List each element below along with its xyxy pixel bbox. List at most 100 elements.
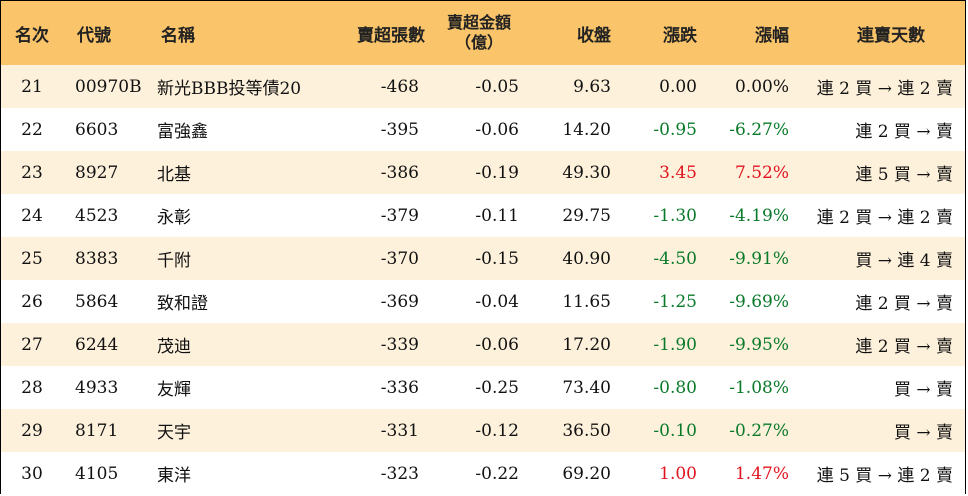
header-close: 收盤 <box>577 25 611 46</box>
cell-consecutive-days: 連 2 買 → 連 2 賣 <box>816 208 953 228</box>
cell-change: -0.10 <box>653 420 697 441</box>
cell-change-pct: -1.08% <box>729 377 789 398</box>
cell-close: 69.20 <box>562 463 611 484</box>
cell-change: -1.25 <box>653 291 697 312</box>
cell-code: 6244 <box>75 334 119 355</box>
cell-rank: 22 <box>21 119 43 140</box>
cell-change-pct: 0.00% <box>734 76 789 97</box>
cell-close: 14.20 <box>562 119 611 140</box>
cell-code: 6603 <box>75 119 119 140</box>
cell-consecutive-days: 連 5 買 → 連 2 賣 <box>816 466 953 486</box>
header-code: 代號 <box>77 25 111 46</box>
table-body: 21 00970B 新光BBB投等債20 -468 -0.05 9.63 0.00 0.00%… <box>1 65 965 495</box>
cell-change-pct: 7.52% <box>734 162 789 183</box>
cell-sell-amount: -0.06 <box>475 119 519 140</box>
cell-sell-volume: -468 <box>380 76 419 97</box>
cell-close: 9.63 <box>573 76 611 97</box>
header-change: 漲跌 <box>663 25 697 46</box>
cell-consecutive-days: 連 2 買 → 連 2 賣 <box>816 79 953 99</box>
cell-name: 千附 <box>157 251 191 271</box>
cell-consecutive-days: 連 2 買 → 賣 <box>855 337 953 357</box>
cell-change-pct: -4.19% <box>729 205 789 226</box>
table-row: 25 8383 千附 -370 -0.15 40.90 -4.50 -9.91% 買 → 連 4… <box>1 237 965 280</box>
cell-sell-amount: -0.15 <box>475 248 519 269</box>
cell-close: 29.75 <box>562 205 611 226</box>
cell-consecutive-days: 買 → 連 4 賣 <box>855 251 953 271</box>
table-row: 28 4933 友輝 -336 -0.25 73.40 -0.80 -1.08% 買 → 賣 <box>1 366 965 409</box>
cell-rank: 23 <box>21 162 43 183</box>
cell-change: -0.80 <box>653 377 697 398</box>
cell-rank: 25 <box>21 248 43 269</box>
cell-close: 73.40 <box>562 377 611 398</box>
cell-name: 北基 <box>157 165 191 185</box>
cell-close: 36.50 <box>562 420 611 441</box>
cell-sell-volume: -323 <box>380 463 419 484</box>
cell-rank: 30 <box>21 463 43 484</box>
cell-rank: 27 <box>21 334 43 355</box>
cell-sell-volume: -370 <box>380 248 419 269</box>
cell-code: 4933 <box>75 377 119 398</box>
cell-consecutive-days: 連 2 買 → 賣 <box>855 294 953 314</box>
cell-name: 東洋 <box>157 466 191 486</box>
cell-name: 致和證 <box>157 294 208 314</box>
cell-code: 4105 <box>75 463 119 484</box>
cell-rank: 24 <box>21 205 43 226</box>
table-row: 21 00970B 新光BBB投等債20 -468 -0.05 9.63 0.00 0.00%… <box>1 65 965 108</box>
cell-sell-volume: -331 <box>380 420 419 441</box>
cell-sell-amount: -0.06 <box>475 334 519 355</box>
header-change-pct: 漲幅 <box>755 25 789 46</box>
table-row: 23 8927 北基 -386 -0.19 49.30 3.45 7.52% 連 5 買 → 賣 <box>1 151 965 194</box>
cell-code: 8383 <box>75 248 119 269</box>
table-row: 30 4105 東洋 -323 -0.22 69.20 1.00 1.47% 連 5 買 → 連… <box>1 452 965 495</box>
cell-sell-amount: -0.04 <box>475 291 519 312</box>
cell-code: 8171 <box>75 420 119 441</box>
header-consecutive-days: 連賣天數 <box>857 25 925 46</box>
cell-name: 天宇 <box>157 423 191 443</box>
cell-rank: 26 <box>21 291 43 312</box>
cell-sell-amount: -0.25 <box>475 377 519 398</box>
table-row: 27 6244 茂迪 -339 -0.06 17.20 -1.90 -9.95% 連 2 買 →… <box>1 323 965 366</box>
table-row: 26 5864 致和證 -369 -0.04 11.65 -1.25 -9.69% 連 2 買 … <box>1 280 965 323</box>
cell-sell-volume: -369 <box>380 291 419 312</box>
table-row: 24 4523 永彰 -379 -0.11 29.75 -1.30 -4.19% 連 2 買 →… <box>1 194 965 237</box>
cell-change-pct: -9.95% <box>729 334 789 355</box>
header-sell-amount-line2: （億） <box>454 33 503 52</box>
cell-consecutive-days: 連 2 買 → 賣 <box>855 122 953 142</box>
cell-change: -1.90 <box>653 334 697 355</box>
cell-change-pct: -6.27% <box>729 119 789 140</box>
cell-change-pct: 1.47% <box>734 463 789 484</box>
cell-close: 40.90 <box>562 248 611 269</box>
table-header: 名次 代號 名稱 賣超張數 賣超金額 （億） 收盤 漲跌 漲幅 連賣天數 <box>1 1 965 65</box>
cell-change: 0.00 <box>659 76 697 97</box>
cell-consecutive-days: 連 5 買 → 賣 <box>855 165 953 185</box>
cell-sell-volume: -339 <box>380 334 419 355</box>
table-row: 22 6603 富強鑫 -395 -0.06 14.20 -0.95 -6.27% 連 2 買 … <box>1 108 965 151</box>
cell-change-pct: -9.69% <box>729 291 789 312</box>
header-name: 名稱 <box>161 25 195 46</box>
cell-name: 茂迪 <box>157 337 191 357</box>
cell-sell-amount: -0.22 <box>475 463 519 484</box>
cell-close: 11.65 <box>562 291 611 312</box>
cell-code: 5864 <box>75 291 119 312</box>
cell-sell-volume: -336 <box>380 377 419 398</box>
cell-sell-amount: -0.05 <box>475 76 519 97</box>
cell-change-pct: -0.27% <box>729 420 789 441</box>
header-sell-volume: 賣超張數 <box>357 25 425 46</box>
cell-close: 49.30 <box>562 162 611 183</box>
cell-code: 00970B <box>75 76 142 97</box>
cell-change: -1.30 <box>653 205 697 226</box>
cell-name: 永彰 <box>157 208 191 228</box>
header-rank: 名次 <box>15 25 49 46</box>
cell-sell-amount: -0.12 <box>475 420 519 441</box>
cell-consecutive-days: 買 → 賣 <box>893 423 953 443</box>
cell-change-pct: -9.91% <box>729 248 789 269</box>
cell-sell-amount: -0.19 <box>475 162 519 183</box>
cell-change: -0.95 <box>653 119 697 140</box>
cell-name: 富強鑫 <box>157 122 208 142</box>
cell-sell-volume: -386 <box>380 162 419 183</box>
cell-sell-volume: -379 <box>380 205 419 226</box>
cell-change: 1.00 <box>659 463 697 484</box>
cell-change: -4.50 <box>653 248 697 269</box>
header-sell-amount: 賣超金額 （億） <box>419 13 519 53</box>
